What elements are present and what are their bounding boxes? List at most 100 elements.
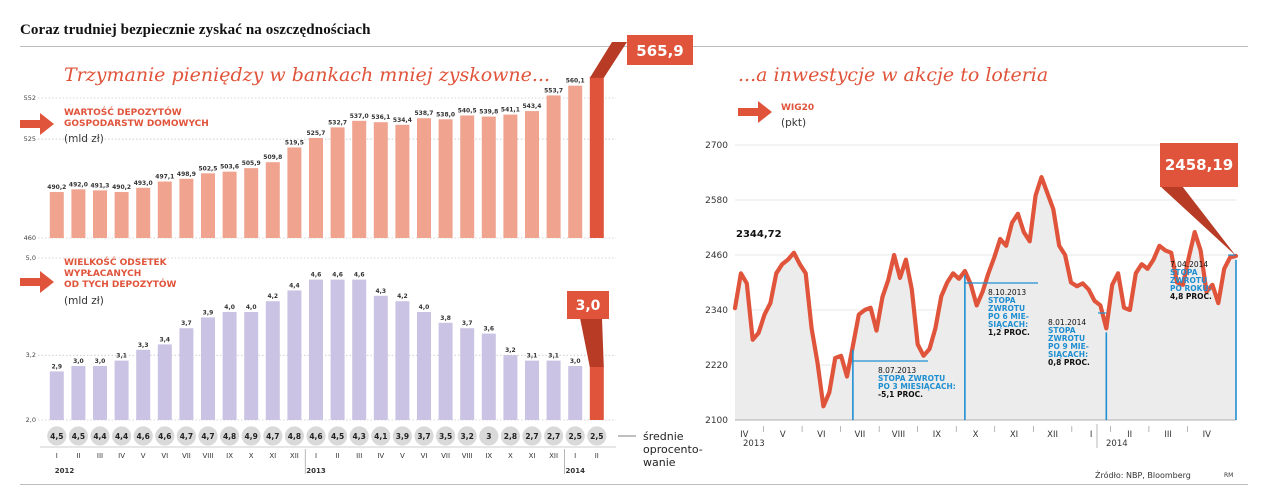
interest-data-label: 3,8	[440, 315, 451, 322]
interest-unit: (mld zł)	[64, 295, 104, 307]
deposits-bar	[503, 114, 518, 238]
wig-callout-pointer	[1160, 186, 1236, 256]
deposits-bar	[265, 162, 280, 238]
month-label: I	[574, 452, 576, 460]
rate-circle	[47, 426, 67, 446]
deposits-bar	[49, 192, 64, 238]
deposits-bar	[157, 181, 172, 238]
interest-data-label: 3,1	[527, 353, 538, 360]
deposits-bar	[93, 190, 107, 238]
wig-annotation-text: STOPA	[988, 296, 1016, 305]
deposits-label: WARTOŚĆ DEPOZYTÓW GOSPODARSTW DOMOWYCH	[64, 108, 209, 130]
interest-data-label: 3,0	[570, 358, 581, 365]
deposits-bar	[330, 127, 345, 238]
deposits-bar	[201, 173, 215, 238]
month-label: X	[249, 452, 254, 460]
rate-circle	[263, 426, 283, 446]
rate-value: 3,2	[461, 432, 474, 441]
interest-data-label: 3,2	[505, 347, 516, 354]
month-label: VII	[182, 452, 191, 460]
interest-tick-label: 2,0	[26, 416, 36, 424]
deposits-bar	[244, 168, 259, 238]
wig-tick-label: 2700	[705, 141, 728, 151]
deposits-label-line-1: WARTOŚĆ DEPOZYTÓW	[64, 108, 182, 118]
wig-annotation-value: -5,1 PROC.	[878, 390, 923, 399]
month-label: I	[56, 452, 58, 460]
interest-data-label: 3,0	[95, 358, 106, 365]
deposits-data-label: 538,7	[415, 110, 434, 117]
interest-label-line-2: WYPŁACANYCH	[64, 269, 142, 279]
rates-label: średnie oprocento- wanie	[643, 430, 703, 469]
month-label: VIII	[203, 452, 214, 460]
deposits-tick-label: 525	[24, 135, 36, 143]
interest-data-label: 4,6	[311, 272, 322, 279]
deposits-data-label: 491,3	[91, 182, 110, 189]
rate-circle	[328, 426, 348, 446]
interest-data-label: 3,7	[181, 320, 192, 327]
rates-label-line-2: oprocento-	[643, 443, 703, 456]
source-note: Źródło: NBP, Bloomberg	[1095, 471, 1191, 480]
bottom-rule	[20, 484, 1248, 485]
wig-month-label: IV	[740, 430, 749, 440]
rate-value: 4,7	[266, 432, 279, 441]
interest-data-label: 3,6	[483, 326, 494, 333]
rate-circle	[371, 426, 391, 446]
wig-month-label: II	[1127, 430, 1132, 440]
wig-annotation-text: PO 3 MIESIĄCACH:	[878, 382, 956, 391]
month-label: VII	[441, 452, 450, 460]
rate-circle	[457, 426, 477, 446]
rate-value: 4,9	[245, 432, 258, 441]
month-label: III	[97, 452, 103, 460]
deposits-bar	[71, 189, 86, 238]
interest-bar	[417, 312, 431, 420]
deposits-data-label: 537,0	[350, 113, 369, 120]
interest-bar	[589, 366, 604, 420]
interest-callout-box	[567, 291, 609, 319]
deposits-bar	[373, 122, 388, 238]
deposits-data-label: 519,5	[285, 139, 304, 146]
month-label: XII	[549, 452, 558, 460]
rate-circle	[198, 426, 218, 446]
interest-label-line-3: OD TYCH DEPOZYTÓW	[64, 280, 177, 290]
interest-data-label: 4,0	[224, 304, 235, 311]
wig-unit: (pkt)	[781, 117, 807, 129]
year-label: 2012	[55, 467, 75, 475]
rate-circle	[587, 426, 607, 446]
wig-annotation-text: ZWROTU	[988, 304, 1025, 313]
deposits-data-label: 509,8	[263, 154, 282, 161]
wig-label: WIG20	[781, 103, 815, 113]
interest-bar	[71, 366, 86, 420]
rate-value: 3,7	[417, 432, 430, 441]
deposits-label-line-2: GOSPODARSTW DOMOWYCH	[64, 119, 209, 129]
interest-bar	[201, 317, 215, 420]
rate-circle	[133, 426, 153, 446]
wig-area	[735, 177, 1236, 420]
deposits-bar	[179, 178, 194, 238]
rate-circle	[392, 426, 412, 446]
interest-bar	[525, 360, 539, 420]
rates-label-line-1: średnie	[643, 430, 684, 443]
interest-data-label: 3,3	[138, 342, 149, 349]
interest-bar	[179, 328, 194, 420]
rate-circle	[306, 426, 326, 446]
wig-annotation-text: ZWROTU	[1170, 276, 1207, 285]
rate-value: 3,5	[439, 432, 452, 441]
month-label: V	[141, 452, 146, 460]
interest-data-label: 2,9	[51, 363, 62, 370]
interest-data-label: 3,0	[73, 358, 84, 365]
interest-bar	[568, 366, 583, 420]
month-label: II	[76, 452, 80, 460]
deposits-bar	[525, 111, 539, 238]
interest-label: WIELKOŚĆ ODSETEK WYPŁACANYCH OD TYCH DEP…	[64, 258, 177, 291]
month-label: VI	[161, 452, 168, 460]
wig-tick-label: 2460	[705, 251, 728, 261]
interest-data-label: 4,2	[267, 293, 278, 300]
wig-annotation-value: 1,2 PROC.	[988, 328, 1030, 337]
wig-callout-box	[1160, 143, 1238, 187]
deposits-arrow-icon	[20, 113, 54, 135]
interest-callout-value: 3,0	[576, 298, 601, 314]
month-label: I	[315, 452, 317, 460]
wig-annotation-text: SIĄCACH:	[1048, 350, 1088, 359]
interest-data-label: 3,1	[548, 353, 559, 360]
wig-annotation-value: 0,8 PROC.	[1048, 358, 1090, 367]
